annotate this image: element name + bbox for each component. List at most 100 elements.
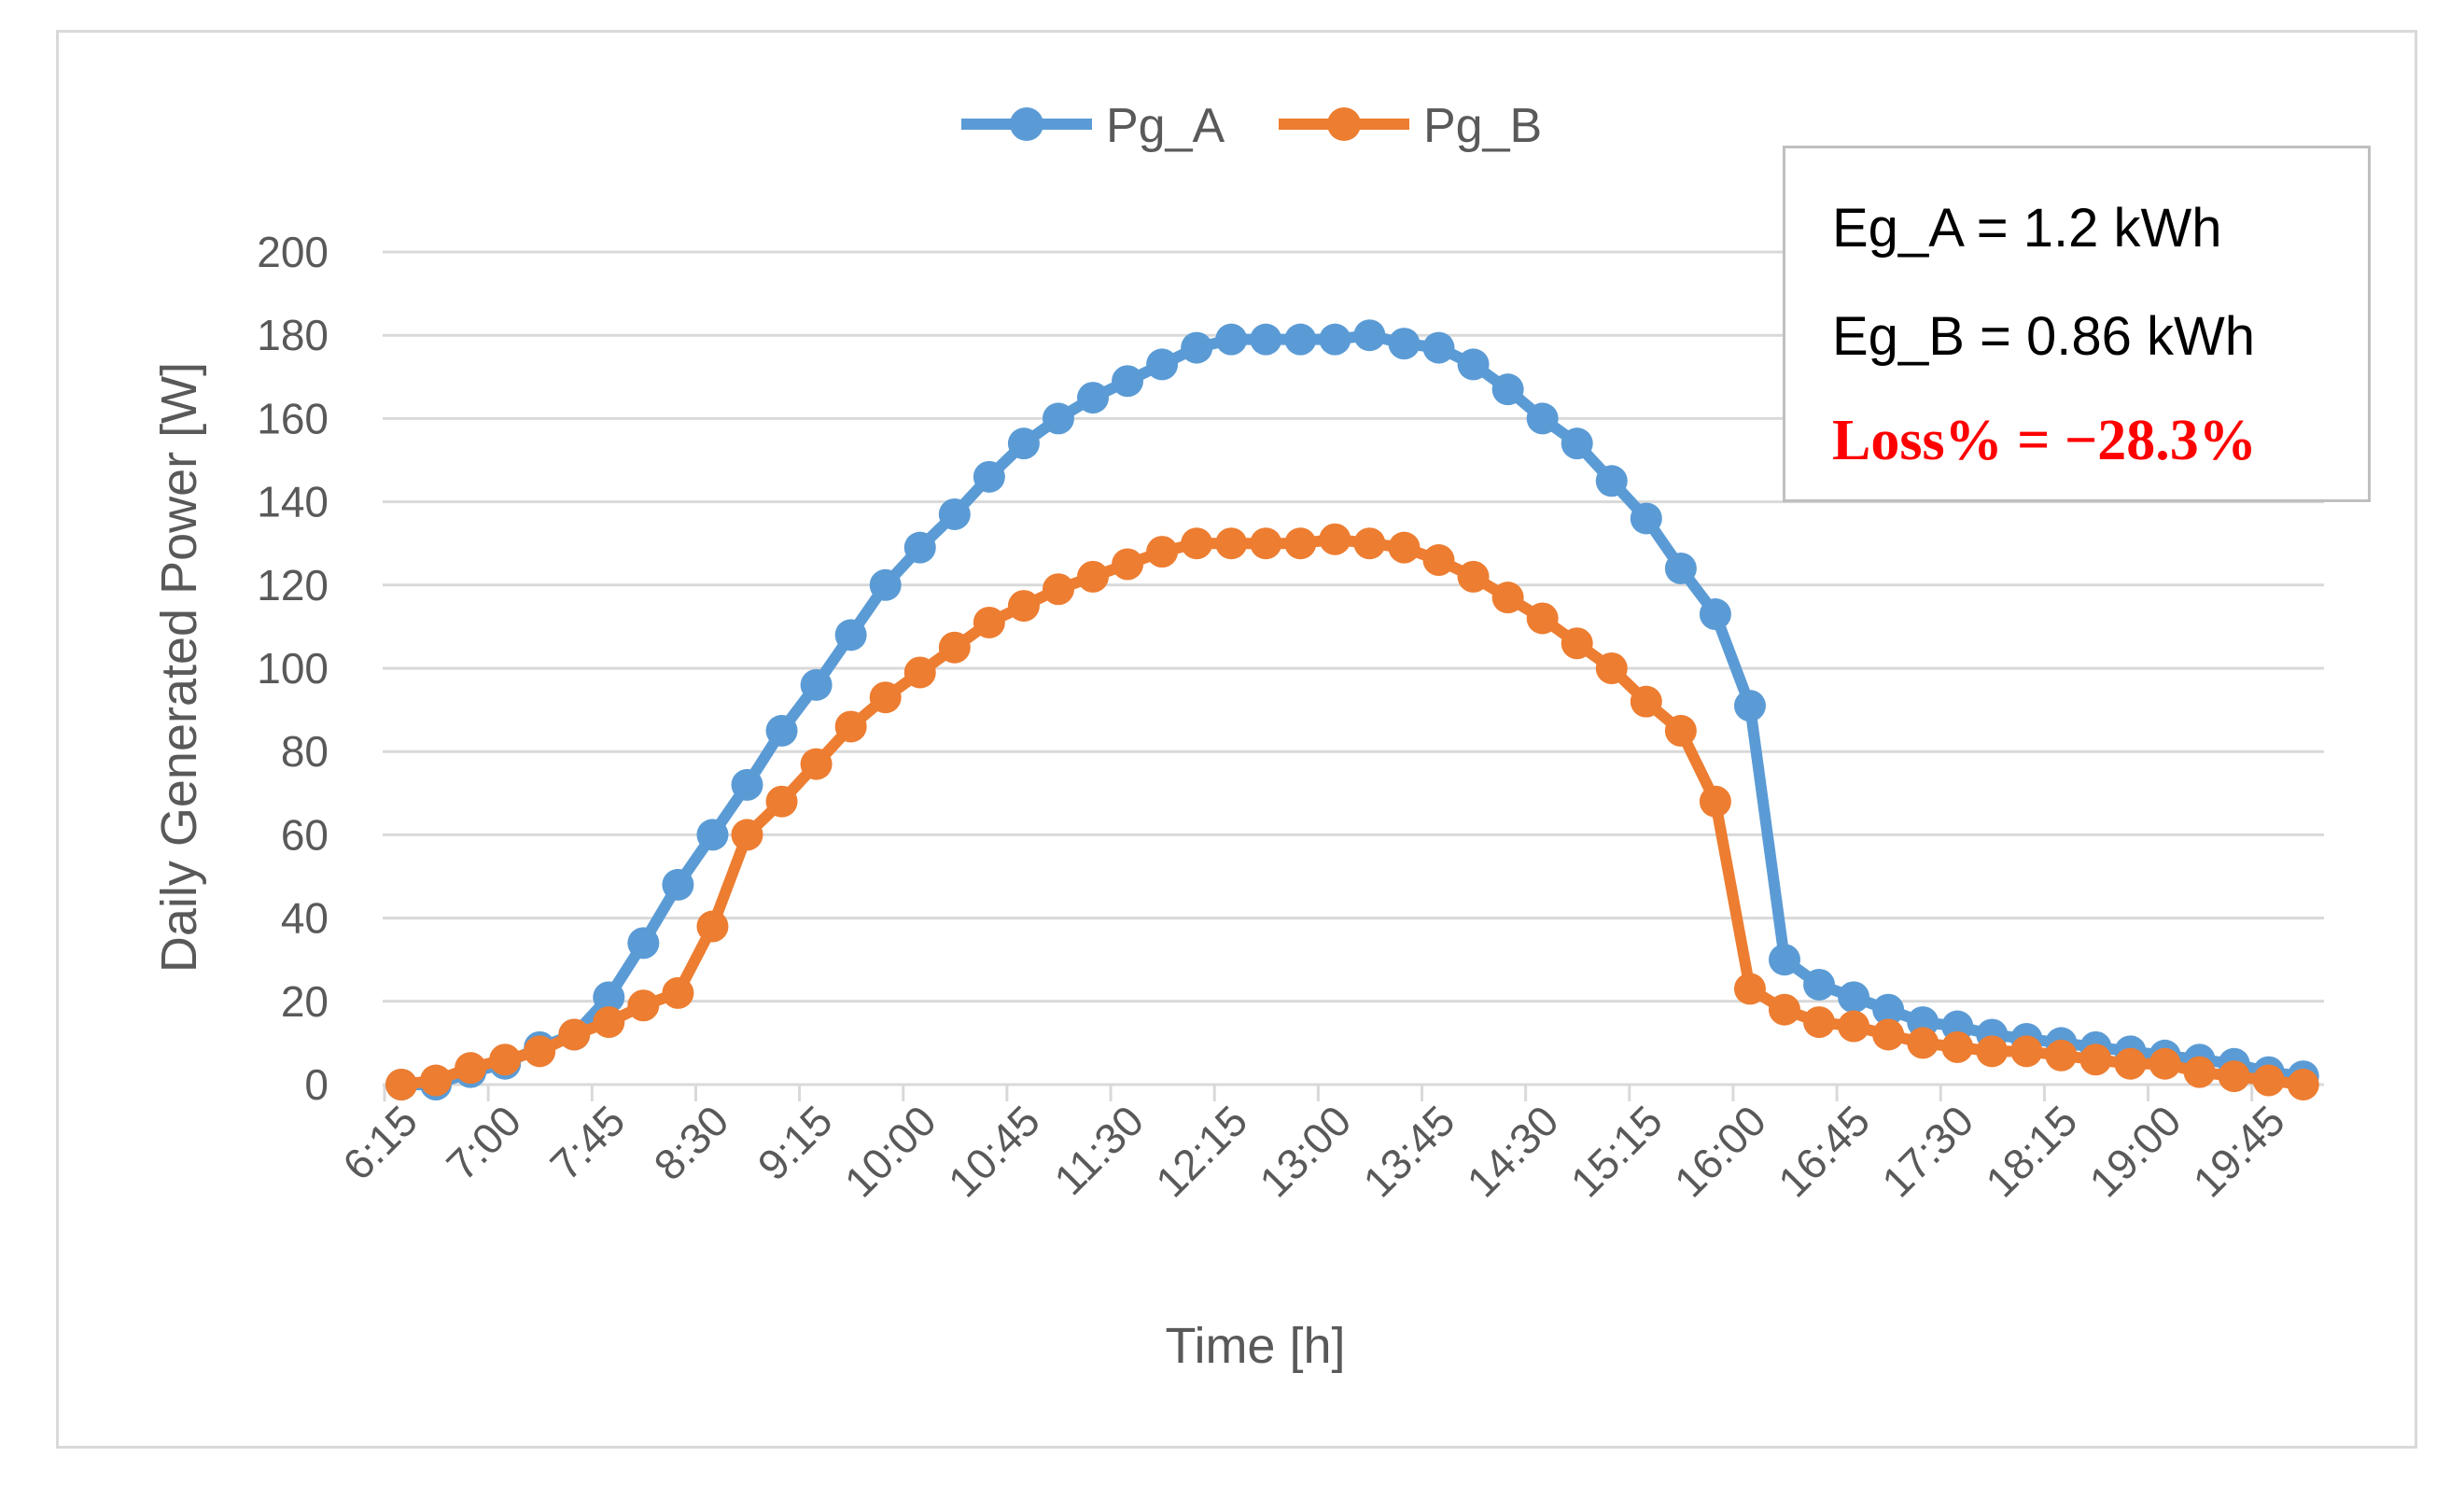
data-point-pg-a bbox=[869, 568, 902, 601]
data-point-pg-b bbox=[1803, 1006, 1836, 1039]
data-point-pg-a bbox=[1803, 968, 1836, 1001]
y-tick-label: 80 bbox=[281, 727, 329, 776]
data-point-pg-a bbox=[1595, 465, 1628, 497]
series-pg-b bbox=[385, 523, 2319, 1100]
annotation-loss: Loss% = −28.3% bbox=[1832, 409, 2257, 472]
legend-item-pg-a: Pg_A bbox=[961, 99, 1225, 153]
data-point-pg-a bbox=[1422, 331, 1455, 364]
data-point-pg-a bbox=[800, 668, 833, 701]
data-point-pg-a bbox=[1146, 348, 1179, 381]
data-point-pg-b bbox=[1976, 1035, 2009, 1068]
data-point-pg-b bbox=[2183, 1056, 2216, 1088]
data-point-pg-a bbox=[1526, 402, 1559, 435]
data-point-pg-a bbox=[1250, 323, 1282, 356]
data-point-pg-b bbox=[455, 1052, 487, 1085]
data-point-pg-b bbox=[385, 1069, 417, 1100]
data-point-pg-b bbox=[2149, 1047, 2181, 1080]
data-point-pg-b bbox=[1215, 527, 1248, 560]
x-tick-label: 10:00 bbox=[835, 1096, 945, 1206]
annotation-eg-b: Eg_B = 0.86 kWh bbox=[1832, 306, 2255, 367]
data-point-pg-b bbox=[1526, 602, 1559, 635]
data-point-pg-a bbox=[593, 981, 625, 1014]
data-point-pg-b bbox=[627, 989, 660, 1022]
data-point-pg-b bbox=[1699, 785, 1731, 818]
y-axis-ticks: 0 20 40 60 80 100 120 140 160 180 200 bbox=[257, 228, 329, 1109]
data-point-pg-a bbox=[627, 927, 660, 960]
data-point-pg-b bbox=[2218, 1060, 2250, 1093]
data-point-pg-a bbox=[1769, 944, 1800, 976]
data-point-pg-b bbox=[1630, 685, 1662, 718]
data-point-pg-a bbox=[1042, 402, 1074, 435]
data-point-pg-b bbox=[593, 1006, 625, 1039]
data-point-pg-a bbox=[1561, 427, 1593, 460]
data-point-pg-b bbox=[1077, 560, 1109, 593]
y-axis-title: Daily Generated Power [W] bbox=[151, 362, 207, 973]
data-point-pg-a bbox=[1664, 552, 1697, 584]
legend-marker-pg-a bbox=[1010, 107, 1043, 141]
data-point-pg-a bbox=[696, 819, 729, 851]
data-point-pg-b bbox=[1250, 527, 1282, 560]
data-point-pg-b bbox=[1872, 1018, 1905, 1051]
data-point-pg-b bbox=[662, 976, 694, 1009]
data-point-pg-a bbox=[1457, 348, 1490, 381]
data-point-pg-b bbox=[1907, 1027, 1939, 1059]
x-tick-label: 11:30 bbox=[1044, 1096, 1153, 1204]
legend-marker-pg-b bbox=[1327, 107, 1361, 141]
data-point-pg-b bbox=[903, 656, 936, 689]
energy-annotation-box: Eg_A = 1.2 kWh Eg_B = 0.86 kWh Loss% = −… bbox=[1783, 146, 2371, 502]
data-point-pg-a bbox=[1215, 323, 1248, 356]
data-point-pg-b bbox=[731, 819, 763, 851]
x-tick-label: 17:30 bbox=[1872, 1096, 1982, 1206]
data-point-pg-a bbox=[1284, 323, 1317, 356]
x-tick-label: 9:15 bbox=[749, 1096, 842, 1189]
data-point-pg-b bbox=[1733, 973, 1766, 1005]
x-axis-title: Time [h] bbox=[1165, 1318, 1345, 1374]
data-point-pg-b bbox=[1181, 527, 1213, 560]
data-point-pg-b bbox=[1838, 1010, 1870, 1043]
data-point-pg-b bbox=[696, 910, 729, 943]
data-point-pg-b bbox=[1042, 573, 1074, 606]
data-point-pg-b bbox=[1146, 536, 1179, 568]
data-point-pg-b bbox=[800, 748, 833, 780]
x-tick-label: 13:45 bbox=[1353, 1096, 1463, 1206]
data-point-pg-b bbox=[973, 606, 1005, 638]
data-point-pg-b bbox=[420, 1064, 453, 1097]
x-axis-ticks: 6:15 7:00 7:45 8:30 9:1510:0010:4511:3012:15… bbox=[333, 1085, 2294, 1206]
x-tick-label: 14:30 bbox=[1458, 1096, 1568, 1206]
data-point-pg-b bbox=[834, 710, 867, 743]
x-tick-label: 13:00 bbox=[1250, 1096, 1360, 1206]
data-point-pg-a bbox=[903, 531, 936, 564]
y-tick-label: 160 bbox=[257, 394, 329, 442]
data-point-pg-b bbox=[1491, 581, 1524, 614]
data-point-pg-b bbox=[1595, 652, 1628, 684]
data-point-pg-b bbox=[1112, 548, 1144, 581]
data-point-pg-a bbox=[662, 868, 694, 901]
data-point-pg-a bbox=[765, 714, 798, 747]
data-point-pg-b bbox=[2045, 1039, 2078, 1072]
data-point-pg-b bbox=[1769, 993, 1800, 1026]
data-point-pg-b bbox=[1284, 527, 1317, 560]
data-point-pg-b bbox=[1007, 590, 1040, 623]
data-point-pg-a bbox=[1181, 331, 1213, 364]
data-point-pg-b bbox=[938, 631, 971, 664]
data-point-pg-a bbox=[938, 497, 971, 530]
data-point-pg-b bbox=[2287, 1069, 2319, 1100]
x-tick-label: 12:15 bbox=[1146, 1096, 1256, 1206]
x-tick-label: 8:30 bbox=[644, 1096, 737, 1189]
x-tick-label: 7:45 bbox=[540, 1096, 634, 1189]
y-tick-label: 20 bbox=[281, 977, 329, 1026]
x-tick-label: 19:00 bbox=[2079, 1096, 2190, 1206]
data-point-pg-a bbox=[1872, 993, 1905, 1026]
data-point-pg-a bbox=[1838, 981, 1870, 1014]
data-point-pg-a bbox=[1319, 323, 1351, 356]
data-point-pg-b bbox=[1353, 527, 1386, 560]
data-point-pg-a bbox=[1112, 365, 1144, 398]
data-point-pg-b bbox=[524, 1035, 556, 1068]
data-point-pg-a bbox=[1699, 598, 1731, 631]
data-point-pg-b bbox=[1457, 560, 1490, 593]
annotation-eg-a: Eg_A = 1.2 kWh bbox=[1832, 198, 2222, 259]
y-tick-label: 180 bbox=[257, 311, 329, 359]
data-point-pg-b bbox=[2114, 1047, 2147, 1080]
x-tick-label: 7:00 bbox=[437, 1096, 530, 1189]
y-tick-label: 140 bbox=[257, 478, 329, 526]
